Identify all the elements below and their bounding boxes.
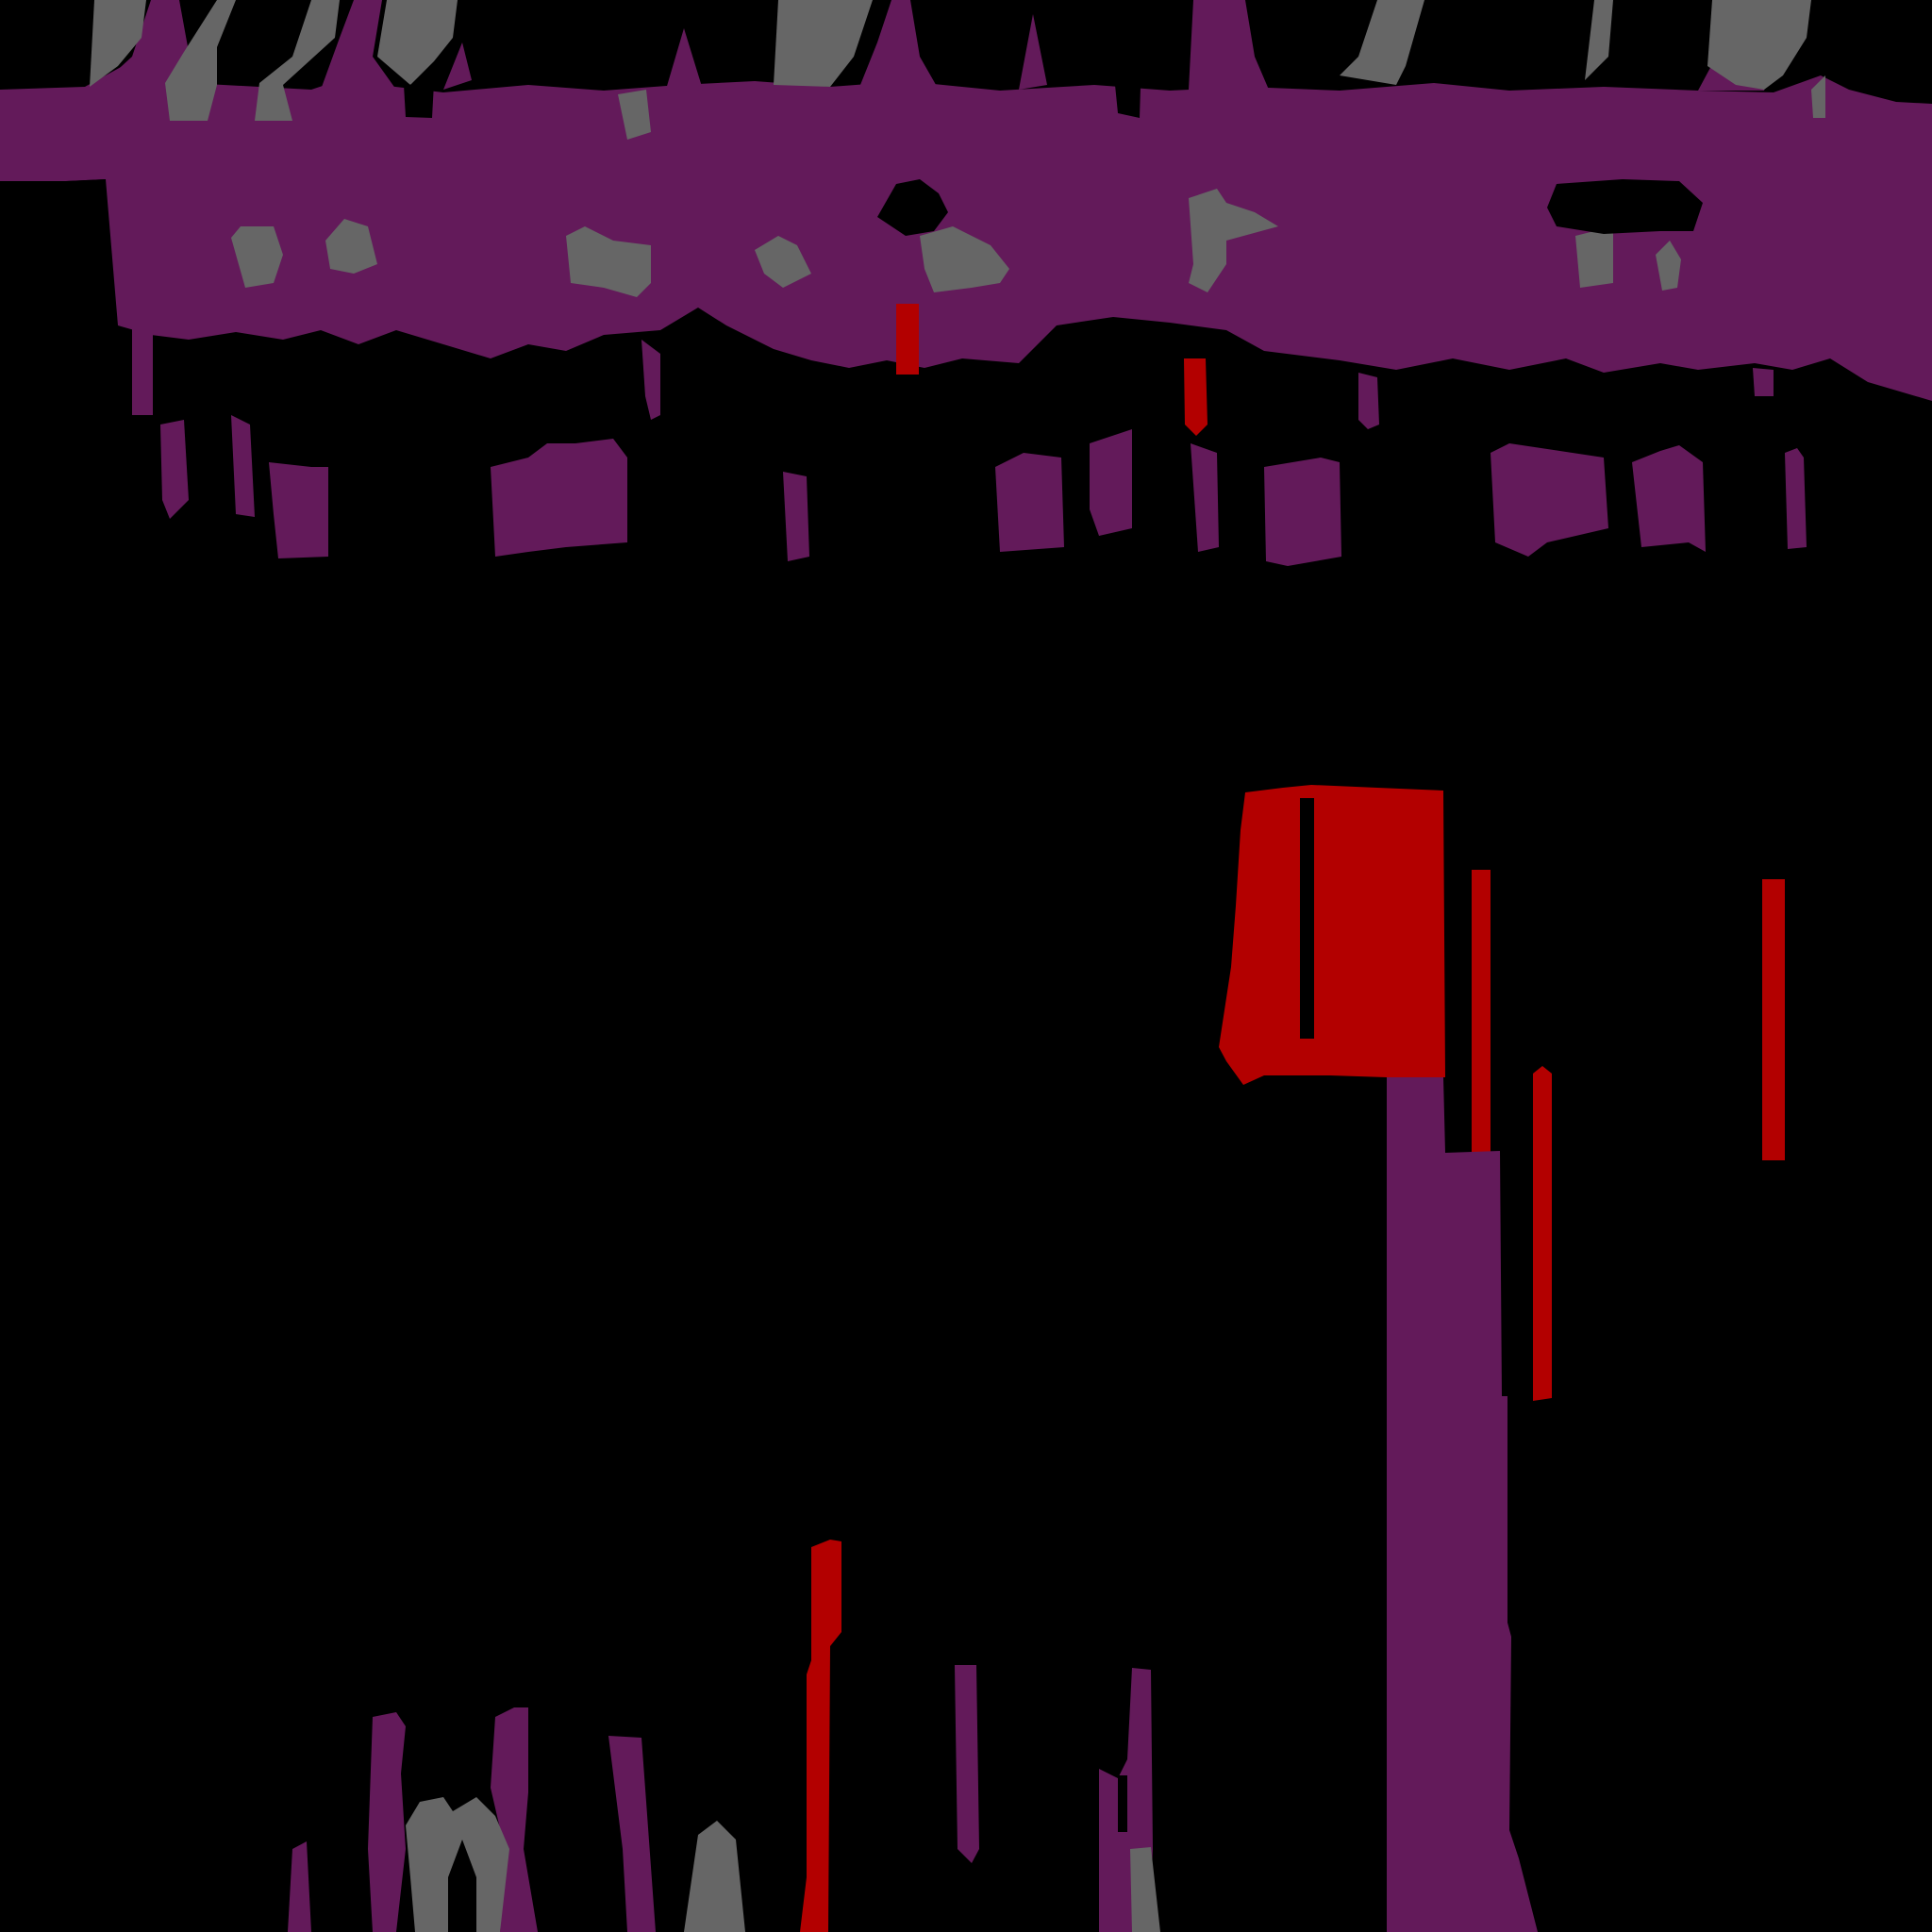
band-gray-3	[566, 226, 651, 297]
bottom-purple-4	[955, 1665, 979, 1863]
bottom-gray-3	[1130, 1847, 1160, 1932]
band-hole-1	[877, 179, 948, 236]
top-gray-6	[1340, 0, 1424, 85]
bottom-region	[288, 1540, 1160, 1932]
red-pole-far-right	[1762, 879, 1785, 1160]
drip-7	[783, 472, 809, 561]
band-gray-6	[1189, 189, 1278, 292]
red-sign-gap	[1300, 798, 1314, 1039]
top-spike-2	[321, 0, 396, 90]
drip-16	[1753, 368, 1774, 396]
top-gray-7	[1585, 0, 1613, 80]
drip-3	[231, 415, 255, 517]
top-gray-5	[774, 0, 873, 87]
red-pole-right-1	[1472, 870, 1491, 1153]
drip-9	[1090, 429, 1132, 536]
bottom-purple-1	[368, 1712, 406, 1932]
drip-4	[269, 462, 328, 558]
band-gray-1	[231, 226, 283, 288]
drip-11	[1264, 458, 1341, 566]
top-spike-7	[1189, 0, 1269, 90]
band-hole-5	[1113, 57, 1141, 118]
drip-15	[1358, 373, 1379, 429]
top-gray-8	[1707, 0, 1811, 90]
drip-1	[132, 321, 153, 415]
band-gray-7	[1575, 226, 1613, 288]
purple-pillar	[1387, 1077, 1538, 1932]
bottom-gray-2	[684, 1821, 745, 1932]
band-red-pole-1	[896, 304, 919, 375]
red-sign-group	[1219, 785, 1785, 1401]
top-gray-10	[1811, 75, 1825, 118]
top-spike-3	[443, 42, 472, 90]
top-spike-5	[858, 0, 939, 90]
top-region	[0, 0, 1932, 566]
top-gray-3	[255, 0, 340, 121]
band-red-pole-2	[1184, 358, 1208, 436]
band-gray-8	[1656, 241, 1681, 291]
top-spike-4	[665, 28, 703, 92]
top-gray-2	[165, 0, 236, 121]
band-gray-4	[755, 236, 811, 288]
top-gray-1	[90, 0, 146, 87]
bottom-purple-2	[491, 1707, 538, 1932]
top-spike-1	[99, 0, 189, 87]
drip-6	[641, 340, 660, 420]
band-hole-3	[0, 179, 106, 332]
red-pole-right-2	[1533, 1066, 1552, 1401]
drip-13	[1632, 445, 1706, 552]
band-gray-5	[920, 226, 1009, 292]
drip-14	[1785, 448, 1807, 549]
drip-5	[491, 439, 627, 557]
band-hole-4	[404, 83, 434, 118]
drip-12	[1491, 443, 1608, 557]
drip-10	[1191, 443, 1219, 552]
bottom-purple-3	[608, 1736, 656, 1932]
top-spike-6	[1019, 14, 1047, 90]
top-gray-9	[618, 90, 651, 140]
band-gray-2	[325, 219, 377, 274]
bottom-hole-1	[1118, 1775, 1127, 1832]
bottom-gray-1	[406, 1797, 509, 1932]
top-gray-4	[377, 0, 458, 85]
red-sign	[1219, 785, 1445, 1085]
band-hole-2	[1547, 179, 1703, 234]
drip-2	[160, 420, 189, 519]
drip-8	[995, 453, 1064, 552]
bottom-purple-6	[288, 1841, 311, 1932]
bottom-red-pole	[800, 1540, 841, 1932]
